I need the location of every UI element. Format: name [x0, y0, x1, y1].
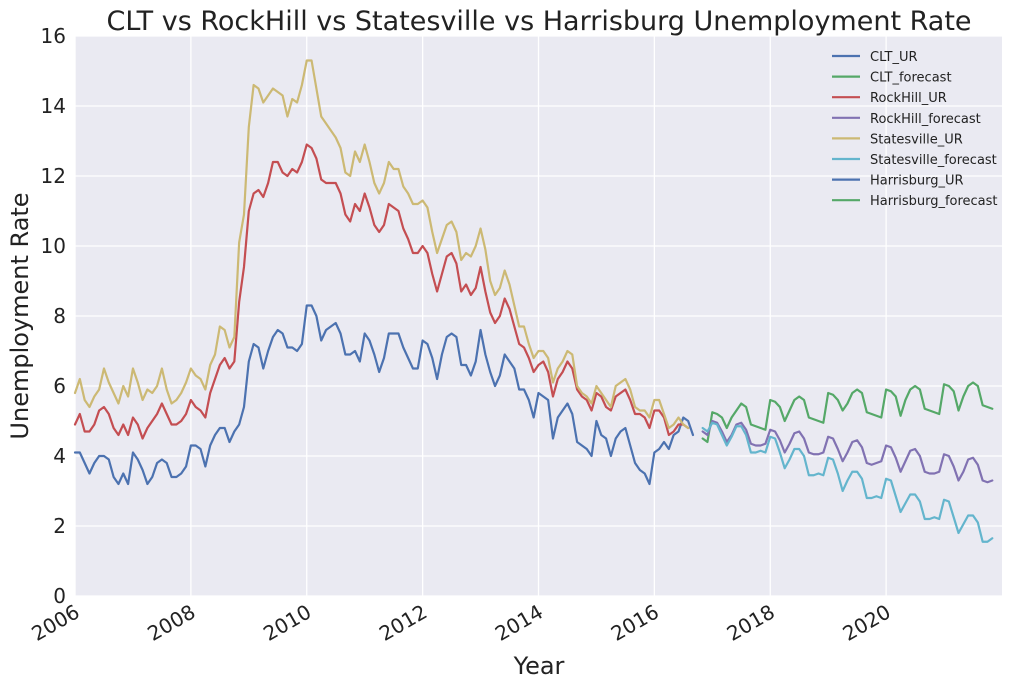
legend-label: Statesville_UR [870, 132, 963, 147]
grid-layer [74, 35, 1002, 597]
series-line-rockhill-ur [73, 143, 690, 440]
series-line-statesville-forecast [701, 421, 994, 543]
x-tick-label: 2020 [839, 600, 895, 646]
x-tick-label: 2008 [143, 600, 199, 646]
x-tick-label: 2018 [723, 600, 779, 646]
y-axis-title: Unemployment Rate [6, 192, 34, 439]
chart-title: CLT vs RockHill vs Statesville vs Harris… [106, 6, 971, 37]
y-tick-label: 10 [41, 234, 66, 258]
y-tick-label: 12 [41, 164, 66, 188]
y-tick-label: 16 [41, 24, 66, 48]
x-tick-label: 2010 [259, 600, 315, 646]
y-tick-label: 4 [53, 444, 66, 468]
y-tick-label: 14 [41, 94, 66, 118]
series-line-clt-forecast [701, 381, 994, 444]
y-tick-label: 2 [53, 514, 66, 538]
legend-label: RockHill_UR [870, 91, 947, 106]
legend-label: CLT_UR [870, 50, 918, 65]
legend: CLT_UR CLT_forecast RockHill_UR RockHill_fo… [832, 50, 998, 209]
x-tick-label: 2016 [607, 600, 663, 646]
legend-label: Statesville_forecast [870, 153, 997, 168]
series-line-rockhill-forecast [701, 419, 994, 484]
series-line-statesville-ur [73, 59, 690, 430]
legend-label: CLT_forecast [870, 71, 952, 86]
y-tick-label: 0 [53, 584, 66, 608]
series-layer [73, 59, 994, 543]
legend-label: Harrisburg_forecast [870, 194, 998, 209]
legend-label: Harrisburg_UR [870, 174, 964, 189]
legend-label: RockHill_forecast [870, 112, 981, 127]
x-axis-title: Year [513, 652, 565, 680]
y-tick-label: 8 [53, 304, 66, 328]
x-tick-label: 2012 [375, 600, 431, 646]
x-tick-label: 2014 [491, 600, 547, 646]
series-line-clt-ur [73, 304, 695, 486]
y-tick-label: 6 [53, 374, 66, 398]
